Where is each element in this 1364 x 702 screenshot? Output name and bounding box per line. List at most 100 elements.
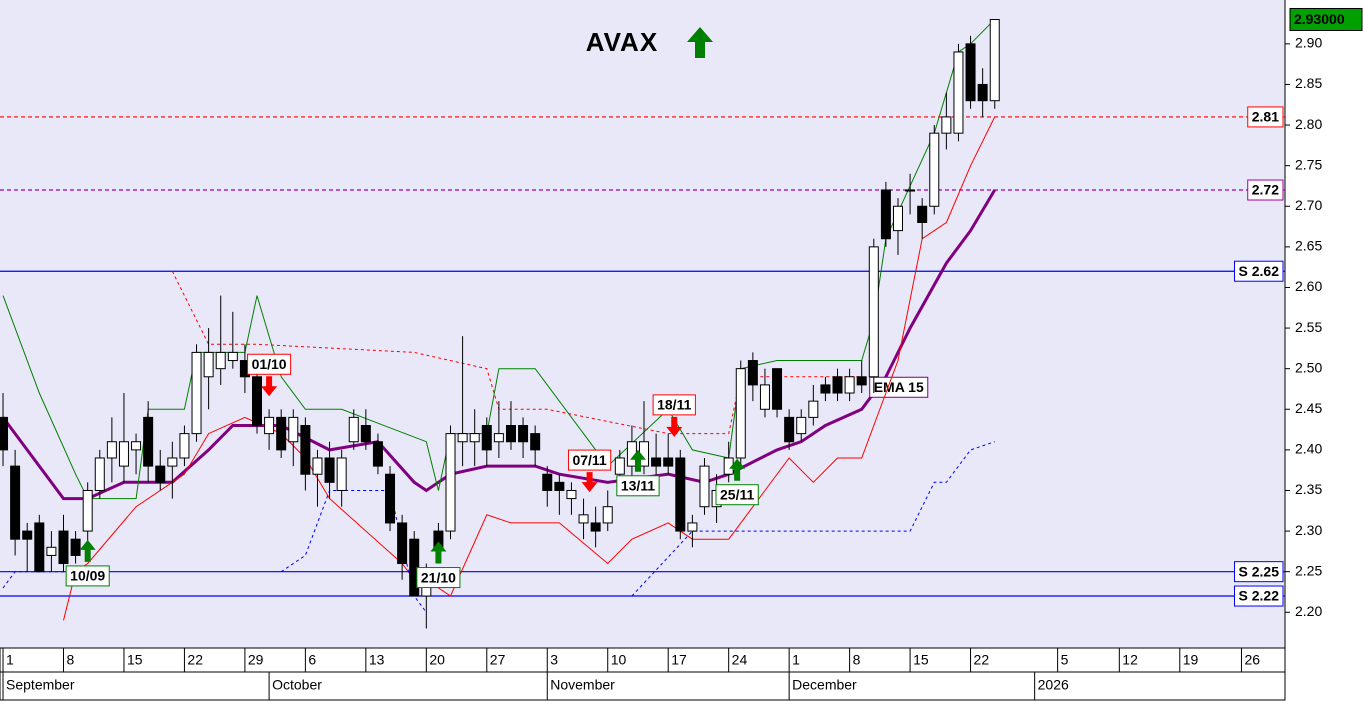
candle-body [34, 522, 45, 573]
candle-body [324, 457, 335, 483]
candle-body [167, 457, 178, 467]
candle-body [481, 425, 492, 451]
candle-body [445, 433, 456, 532]
signal-label: 07/11 [572, 452, 606, 468]
candle-body [759, 384, 770, 410]
month-label: 2026 [1038, 677, 1069, 693]
x-tick-label: 24 [732, 652, 748, 668]
sell-arrow [666, 416, 683, 437]
candle-body [880, 189, 891, 240]
candle-body [965, 43, 976, 102]
candle-body [747, 360, 758, 386]
candle-body [264, 416, 275, 435]
candle-body [505, 425, 516, 443]
last-price-box [1289, 7, 1363, 31]
month-label: October [272, 677, 322, 693]
signal-label-box [247, 353, 292, 375]
title-arrow [687, 27, 713, 58]
x-tick-label: 17 [671, 652, 687, 668]
candle-body [735, 368, 746, 459]
x-axis-area [0, 647, 1286, 701]
last-price-label: 2.93000 [1294, 11, 1345, 27]
y-tick-label: 2.55 [1295, 319, 1322, 335]
candle-body [566, 489, 577, 500]
indicator-line [63, 116, 996, 621]
candle-body [179, 433, 190, 459]
candle-body [832, 376, 843, 394]
candle-body [70, 538, 81, 556]
annotations: 10/09 01/10 21/10 07/11 13/11 18/11 25/11 [65, 353, 759, 589]
month-label: November [550, 677, 615, 693]
x-tick-label: 8 [66, 652, 74, 668]
candle-body [892, 205, 903, 232]
candle-body [493, 433, 504, 443]
x-tick-label: 19 [1183, 652, 1199, 668]
buy-arrow [629, 449, 646, 472]
x-tick-label: 15 [913, 652, 929, 668]
y-tick-label: 2.60 [1295, 278, 1322, 294]
candle-body [312, 457, 323, 475]
candle-body [10, 465, 21, 540]
series-label: EMA 15 [874, 379, 924, 395]
sell-arrow [581, 472, 598, 493]
x-tick-label: 5 [1061, 652, 1069, 668]
candle-body [227, 351, 238, 362]
candle-body [651, 457, 662, 467]
candle-body [385, 473, 396, 524]
x-tick-label: 6 [308, 652, 316, 668]
y-tick-label: 2.20 [1295, 603, 1322, 619]
candle-body [46, 546, 57, 556]
candle-body [397, 522, 408, 565]
signal-label: 21/10 [421, 569, 456, 585]
candle-body [131, 441, 142, 451]
level-label-box [1234, 260, 1284, 282]
candle-body [977, 83, 988, 102]
candle-body [953, 51, 964, 134]
signal-label: 18/11 [657, 397, 691, 413]
signal-label-box [715, 484, 759, 506]
candle-body [687, 522, 698, 532]
y-tick-label: 2.45 [1295, 400, 1322, 416]
candle-body [82, 489, 93, 532]
buy-arrow [430, 541, 447, 564]
candle-body [929, 132, 940, 207]
candle-body [699, 465, 710, 508]
chart-title: AVAX [586, 27, 658, 57]
candle-body [288, 416, 299, 443]
y-tick-label: 2.50 [1295, 359, 1322, 375]
axes: 2.20 2.25 2.30 2.35 2.40 2.45 2.50 2.55 2.60 2.65… [2, 7, 1363, 700]
candle-body [252, 376, 262, 427]
level-label: 2.72 [1252, 182, 1279, 198]
level-label: S 2.62 [1239, 263, 1280, 279]
buy-arrow [729, 458, 746, 481]
candle-body [106, 441, 117, 459]
level-label: S 2.22 [1239, 588, 1280, 604]
candle-body [675, 457, 686, 532]
candle-body [58, 530, 69, 565]
candle-body [518, 425, 529, 443]
y-tick-label: 2.80 [1295, 116, 1322, 132]
y-tick-label: 2.30 [1295, 522, 1322, 538]
candle-body [348, 416, 359, 443]
candle-body [917, 205, 928, 223]
x-tick-label: 13 [369, 652, 385, 668]
y-tick-label: 2.25 [1295, 562, 1322, 578]
candle-body [118, 441, 129, 467]
y-tick-label: 2.90 [1295, 35, 1322, 51]
level-label-box [1247, 106, 1284, 128]
candle-body [360, 425, 371, 443]
candle-body [276, 416, 287, 451]
candle-body [94, 457, 105, 491]
candle-body [203, 351, 214, 378]
buy-arrow [79, 539, 96, 562]
x-tick-label: 3 [550, 652, 558, 668]
candle-body [844, 376, 855, 394]
level-label-box [1234, 585, 1284, 607]
candle-body [868, 246, 879, 378]
candle-body [614, 457, 625, 475]
level-label-box [1247, 179, 1284, 201]
signal-label: 13/11 [621, 477, 655, 493]
signal-label-box [416, 567, 461, 589]
candle-body [155, 465, 166, 483]
